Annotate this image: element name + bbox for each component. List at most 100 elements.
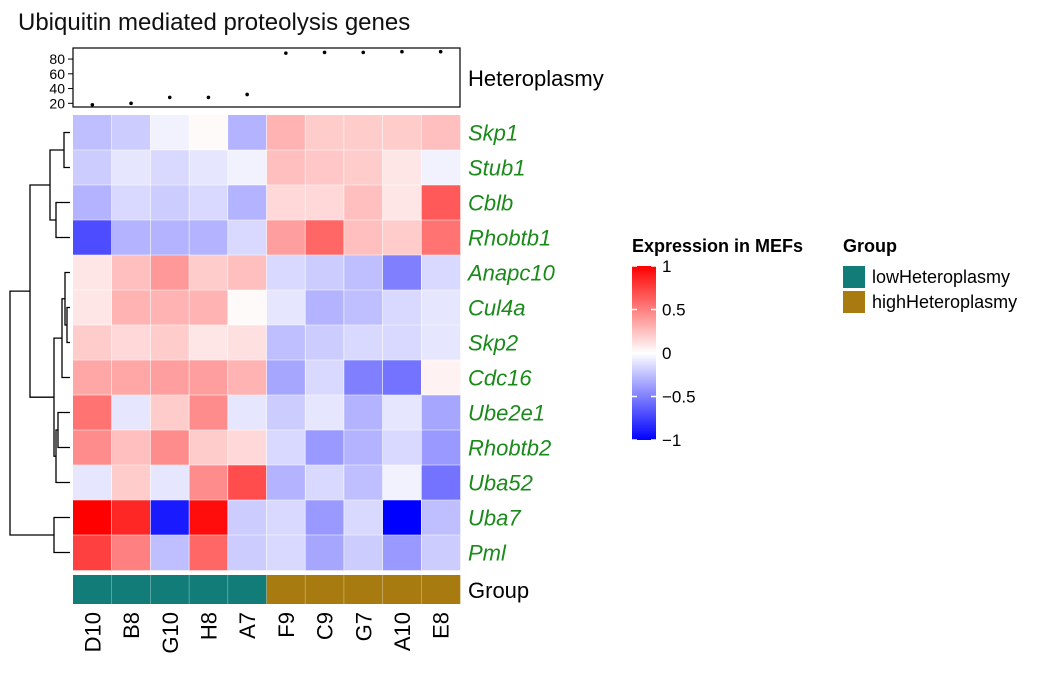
- heat-cell: [343, 535, 383, 571]
- heteroplasmy-point: [361, 50, 366, 55]
- heteroplasmy-tick-label: 80: [49, 51, 65, 67]
- heat-cell: [343, 395, 383, 431]
- heat-cell: [305, 500, 345, 536]
- sample-label: C9: [313, 612, 338, 640]
- group-cell: [343, 575, 383, 604]
- heteroplasmy-point: [129, 101, 133, 106]
- heat-cell: [266, 430, 306, 466]
- gene-label: Stub1: [468, 156, 526, 181]
- heat-cell: [421, 290, 461, 326]
- heat-cell: [305, 115, 345, 151]
- heteroplasmy-tick-label: 60: [49, 66, 65, 82]
- dendrogram-link: [55, 201, 70, 239]
- group-cell: [227, 575, 267, 604]
- heat-cell: [266, 185, 306, 221]
- heat-cell: [382, 325, 422, 361]
- group-cell: [382, 575, 422, 604]
- heat-cell: [343, 465, 383, 501]
- heat-cell: [189, 325, 229, 361]
- dendrogram-link: [66, 306, 70, 344]
- heat-cell: [343, 325, 383, 361]
- dendrogram-link: [61, 298, 70, 379]
- dendrogram-link: [57, 411, 70, 449]
- heat-cell: [189, 535, 229, 571]
- heat-cell: [189, 185, 229, 221]
- color-legend-tick-label: 1: [662, 257, 671, 276]
- heat-cell: [150, 535, 190, 571]
- heat-cell: [266, 465, 306, 501]
- heat-cell: [382, 500, 422, 536]
- gene-labels: Skp1 Stub1 Cblb Rhobtb1 Anapc10 Cul4a Skp2 Cdc1…: [466, 121, 556, 566]
- group-cell: [73, 575, 112, 604]
- heat-cell: [73, 535, 112, 571]
- heat-cell: [189, 465, 229, 501]
- heat-cell: [111, 115, 151, 151]
- heat-cell: [227, 255, 267, 291]
- group-legend-title: Group: [843, 236, 897, 256]
- heat-cell: [73, 185, 112, 221]
- heat-cell: [73, 220, 112, 256]
- heat-cell: [150, 465, 190, 501]
- color-legend-tick-label: 0.5: [662, 301, 686, 320]
- heat-cell: [382, 465, 422, 501]
- heteroplasmy-label: Heteroplasmy: [468, 66, 604, 91]
- heat-cell: [305, 220, 345, 256]
- heat-cell: [111, 465, 151, 501]
- group-cell: [189, 575, 229, 604]
- heat-cell: [227, 430, 267, 466]
- heat-cell: [150, 325, 190, 361]
- heat-cell: [421, 360, 461, 396]
- heat-cell: [189, 395, 229, 431]
- heat-cell: [73, 150, 112, 186]
- sample-label: B8: [119, 612, 144, 639]
- group-legend-swatch: [843, 266, 865, 288]
- heat-cell: [189, 360, 229, 396]
- heat-cell: [189, 150, 229, 186]
- heteroplasmy-point: [245, 92, 249, 97]
- heat-cell: [421, 255, 461, 291]
- heatmap-cells: [73, 115, 461, 571]
- gene-label: Pml: [468, 541, 507, 566]
- color-legend-title: Expression in MEFs: [632, 236, 803, 256]
- heat-cell: [227, 150, 267, 186]
- heat-cell: [189, 115, 229, 151]
- heat-cell: [421, 150, 461, 186]
- group-legend-label: lowHeteroplasmy: [872, 267, 1010, 287]
- heat-cell: [266, 255, 306, 291]
- heat-cell: [343, 220, 383, 256]
- heat-cell: [266, 150, 306, 186]
- heat-cell: [73, 360, 112, 396]
- heat-cell: [421, 500, 461, 536]
- group-annotation: Group: [73, 575, 529, 604]
- heat-cell: [305, 255, 345, 291]
- heat-cell: [382, 430, 422, 466]
- heat-cell: [111, 325, 151, 361]
- heat-cell: [382, 185, 422, 221]
- heat-cell: [111, 220, 151, 256]
- heat-cell: [111, 290, 151, 326]
- heat-cell: [189, 290, 229, 326]
- heat-cell: [73, 500, 112, 536]
- heat-cell: [111, 535, 151, 571]
- group-cell: [111, 575, 151, 604]
- heat-cell: [227, 220, 267, 256]
- sample-label: H8: [196, 612, 221, 640]
- color-legend-tick-label: 0: [662, 344, 671, 363]
- heat-cell: [227, 535, 267, 571]
- heat-cell: [227, 395, 267, 431]
- dendrogram-link: [49, 149, 64, 221]
- heat-cell: [227, 325, 267, 361]
- heat-cell: [343, 255, 383, 291]
- heat-cell: [73, 255, 112, 291]
- heat-cell: [73, 115, 112, 151]
- heat-cell: [421, 185, 461, 221]
- heteroplasmy-tick-label: 20: [49, 95, 65, 111]
- heat-cell: [421, 535, 461, 571]
- heteroplasmy-point: [438, 49, 443, 54]
- heat-cell: [382, 360, 422, 396]
- heat-cell: [111, 500, 151, 536]
- heat-cell: [189, 220, 229, 256]
- heat-cell: [111, 395, 151, 431]
- heat-cell: [227, 465, 267, 501]
- heteroplasmy-point: [322, 50, 327, 55]
